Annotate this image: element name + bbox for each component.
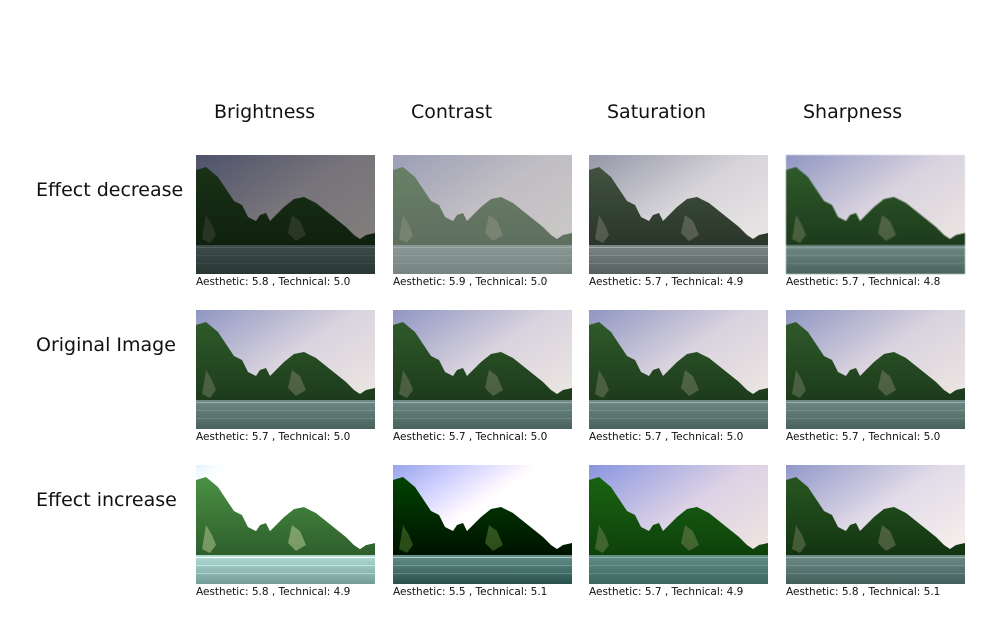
landscape-photo xyxy=(786,310,965,429)
grid-cell: Aesthetic: 5.7 , Technical: 5.0 xyxy=(589,310,768,443)
grid-cell: Aesthetic: 5.7 , Technical: 5.0 xyxy=(786,310,965,443)
score-caption: Aesthetic: 5.5 , Technical: 5.1 xyxy=(393,586,548,598)
grid-cell: Aesthetic: 5.7 , Technical: 5.0 xyxy=(196,310,375,443)
row-label-effect-increase: Effect increase xyxy=(36,489,177,511)
grid-cell: Aesthetic: 5.8 , Technical: 5.0 xyxy=(196,155,375,288)
score-caption: Aesthetic: 5.7 , Technical: 5.0 xyxy=(196,431,351,443)
landscape-photo xyxy=(196,310,375,429)
column-header-saturation: Saturation xyxy=(607,101,707,123)
score-caption: Aesthetic: 5.7 , Technical: 5.0 xyxy=(393,431,548,443)
landscape-photo xyxy=(589,310,768,429)
score-caption: Aesthetic: 5.9 , Technical: 5.0 xyxy=(393,276,548,288)
score-caption: Aesthetic: 5.7 , Technical: 5.0 xyxy=(589,431,744,443)
landscape-photo xyxy=(589,465,768,584)
score-caption: Aesthetic: 5.7 , Technical: 5.0 xyxy=(786,431,941,443)
column-header-sharpness: Sharpness xyxy=(803,101,903,123)
grid-cell: Aesthetic: 5.7 , Technical: 5.0 xyxy=(393,310,572,443)
landscape-photo xyxy=(589,155,768,274)
grid-cell: Aesthetic: 5.5 , Technical: 5.1 xyxy=(393,465,572,598)
row-label-original-image: Original Image xyxy=(36,334,176,356)
grid-cell: Aesthetic: 5.7 , Technical: 4.8 xyxy=(786,155,965,288)
score-caption: Aesthetic: 5.8 , Technical: 5.0 xyxy=(196,276,351,288)
grid-cell: Aesthetic: 5.7 , Technical: 4.9 xyxy=(589,465,768,598)
grid-cell: Aesthetic: 5.7 , Technical: 4.9 xyxy=(589,155,768,288)
landscape-photo xyxy=(786,465,965,584)
landscape-photo xyxy=(786,155,965,274)
landscape-photo xyxy=(393,155,572,274)
column-header-brightness: Brightness xyxy=(214,101,316,123)
column-header-contrast: Contrast xyxy=(411,101,493,123)
grid-cell: Aesthetic: 5.8 , Technical: 5.1 xyxy=(786,465,965,598)
landscape-photo xyxy=(393,465,572,584)
score-caption: Aesthetic: 5.7 , Technical: 4.9 xyxy=(589,586,744,598)
grid-cell: Aesthetic: 5.8 , Technical: 4.9 xyxy=(196,465,375,598)
row-label-effect-decrease: Effect decrease xyxy=(36,179,184,201)
landscape-photo xyxy=(196,465,375,584)
landscape-photo xyxy=(393,310,572,429)
score-caption: Aesthetic: 5.7 , Technical: 4.9 xyxy=(589,276,744,288)
landscape-photo xyxy=(196,155,375,274)
score-caption: Aesthetic: 5.8 , Technical: 5.1 xyxy=(786,586,941,598)
score-caption: Aesthetic: 5.7 , Technical: 4.8 xyxy=(786,276,941,288)
score-caption: Aesthetic: 5.8 , Technical: 4.9 xyxy=(196,586,351,598)
grid-cell: Aesthetic: 5.9 , Technical: 5.0 xyxy=(393,155,572,288)
